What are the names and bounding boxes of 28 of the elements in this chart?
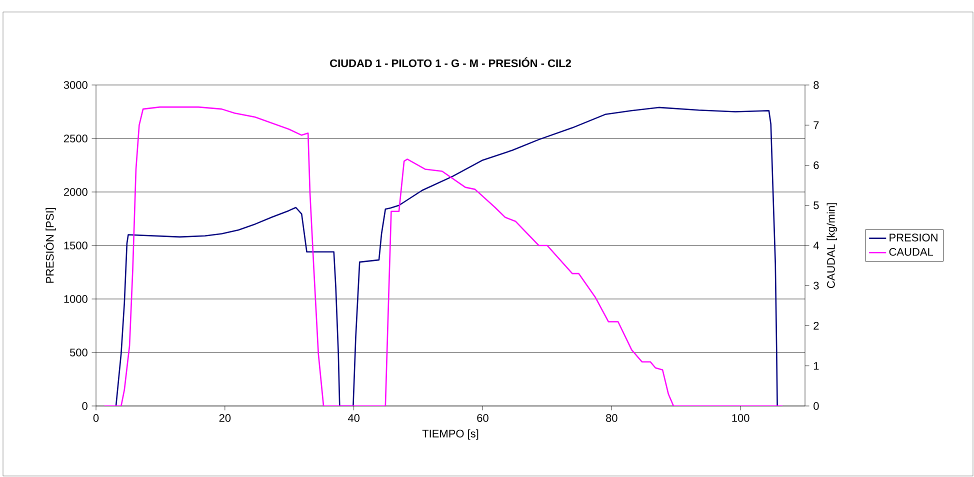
y-tick-label: 2000 — [64, 188, 88, 196]
y-axis-title: PRESIÓN [PSI] — [44, 208, 56, 283]
x-tick-label: 20 — [219, 414, 231, 422]
y2-tick-label: 0 — [814, 402, 819, 410]
chart-title: CIUDAD 1 - PILOTO 1 - G - M - PRESIÓN - CIL2 — [330, 57, 571, 68]
y-tick-label: 3000 — [64, 81, 88, 89]
x-tick-label: 0 — [93, 414, 99, 422]
y2-axis-title: CAUDAL [kg/min] — [826, 203, 838, 288]
y2-tick-label: 8 — [814, 81, 819, 89]
y-tick-label: 2500 — [64, 134, 88, 142]
y2-tick-label: 7 — [814, 121, 819, 129]
y-tick-label: 1500 — [64, 242, 88, 250]
y2-tick-label: 2 — [814, 322, 819, 330]
x-tick-label: 60 — [477, 414, 488, 422]
legend-label: PRESION — [890, 234, 938, 242]
y2-tick-label: 1 — [814, 362, 819, 370]
y-tick-label: 500 — [70, 348, 88, 356]
y-tick-label: 0 — [82, 402, 88, 410]
y2-tick-label: 5 — [814, 202, 819, 210]
x-tick-label: 40 — [348, 414, 360, 422]
x-tick-label: 80 — [606, 414, 618, 422]
y-tick-label: 1000 — [64, 295, 88, 303]
legend-label: CAUDAL — [889, 248, 934, 256]
y2-tick-label: 4 — [813, 242, 819, 250]
x-axis-title: TIEMPO [s] — [422, 429, 478, 440]
y2-tick-label: 3 — [814, 282, 819, 290]
x-tick-label: 100 — [732, 414, 750, 422]
y2-tick-label: 6 — [814, 161, 819, 170]
